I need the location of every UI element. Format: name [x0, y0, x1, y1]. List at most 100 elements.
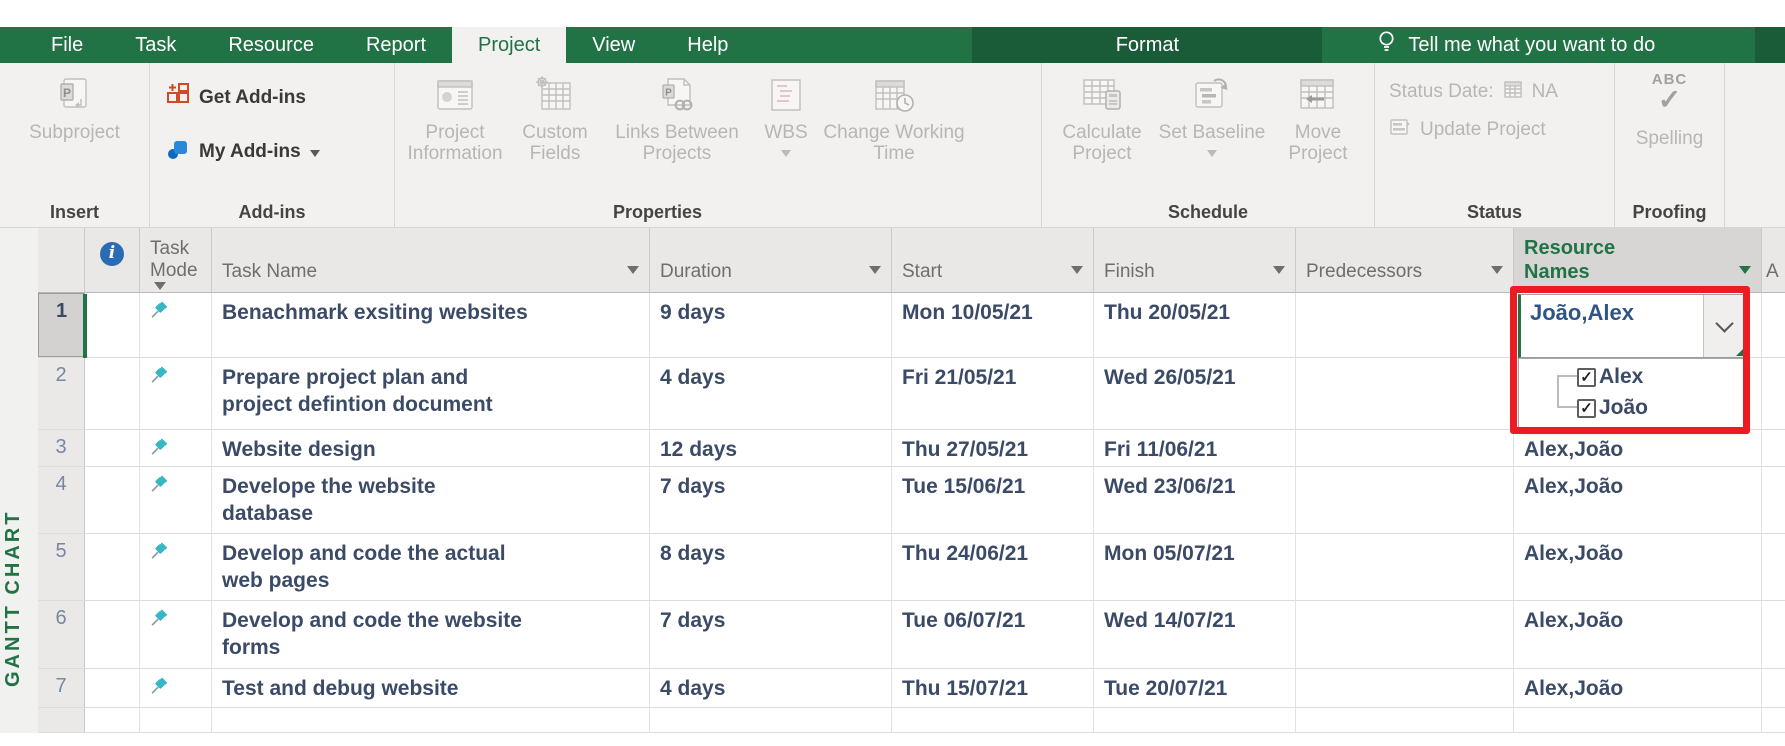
- task-mode-cell[interactable]: [140, 293, 212, 357]
- predecessors-cell[interactable]: [1296, 430, 1514, 466]
- info-cell[interactable]: [85, 293, 140, 357]
- finish-cell[interactable]: Wed 23/06/21: [1094, 467, 1296, 533]
- finish-cell[interactable]: Tue 20/07/21: [1094, 669, 1296, 707]
- predecessors-cell[interactable]: [1296, 293, 1514, 357]
- tab-file[interactable]: File: [51, 33, 84, 56]
- predecessors-cell[interactable]: [1296, 601, 1514, 668]
- task-mode-cell[interactable]: [140, 467, 212, 533]
- task-name-cell[interactable]: Test and debug website: [212, 669, 650, 707]
- task-name-cell[interactable]: Develope the website database: [212, 467, 650, 533]
- duration-cell[interactable]: 7 days: [650, 601, 892, 668]
- info-cell[interactable]: [85, 430, 140, 466]
- start-cell[interactable]: Tue 15/06/21: [892, 467, 1094, 533]
- duration-cell[interactable]: 7 days: [650, 467, 892, 533]
- resource-cell[interactable]: [1514, 358, 1762, 429]
- tab-resource[interactable]: Resource: [228, 33, 314, 56]
- resource-cell[interactable]: Alex,João: [1514, 430, 1762, 466]
- resource-names-column-header[interactable]: Resource Names: [1514, 228, 1762, 293]
- task-name-cell[interactable]: Benachmark exsiting websites: [212, 293, 650, 357]
- resource-cell[interactable]: Alex,João: [1514, 467, 1762, 533]
- info-cell[interactable]: [85, 601, 140, 668]
- finish-cell[interactable]: Wed 26/05/21: [1094, 358, 1296, 429]
- column-filter-arrow[interactable]: [1071, 266, 1083, 280]
- task-mode-cell[interactable]: [140, 669, 212, 707]
- task-mode-cell[interactable]: [140, 534, 212, 600]
- finish-column-header[interactable]: Finish: [1094, 228, 1296, 293]
- row-number[interactable]: 6: [38, 601, 85, 668]
- start-column-header[interactable]: Start: [892, 228, 1094, 293]
- checkbox-icon[interactable]: ✓: [1577, 398, 1596, 418]
- start-cell[interactable]: Mon 10/05/21: [892, 293, 1094, 357]
- get-addins-button[interactable]: Get Add-ins: [166, 83, 394, 113]
- column-filter-arrow[interactable]: [1491, 266, 1503, 280]
- column-filter-arrow[interactable]: [627, 266, 639, 280]
- add-new-column-header[interactable]: A: [1762, 228, 1785, 293]
- row-number[interactable]: 7: [38, 669, 85, 707]
- tab-help[interactable]: Help: [687, 33, 729, 56]
- edge-cell[interactable]: [1762, 430, 1785, 466]
- start-cell[interactable]: Fri 21/05/21: [892, 358, 1094, 429]
- task-name-cell[interactable]: Develop and code the actual web pages: [212, 534, 650, 600]
- task-mode-cell[interactable]: [140, 358, 212, 429]
- finish-cell[interactable]: Thu 20/05/21: [1094, 293, 1296, 357]
- predecessors-cell[interactable]: [1296, 669, 1514, 707]
- edge-cell[interactable]: [1762, 293, 1785, 357]
- column-filter-arrow[interactable]: [1739, 266, 1751, 280]
- info-cell[interactable]: [85, 669, 140, 707]
- row-number[interactable]: 3: [38, 430, 85, 466]
- start-cell[interactable]: Thu 24/06/21: [892, 534, 1094, 600]
- resource-option[interactable]: ✓ Alex: [1577, 364, 1643, 390]
- edge-cell[interactable]: [1762, 358, 1785, 429]
- edge-cell[interactable]: [1762, 534, 1785, 600]
- finish-cell[interactable]: Wed 14/07/21: [1094, 601, 1296, 668]
- resource-edit-cell[interactable]: João,Alex: [1518, 294, 1746, 358]
- predecessors-cell[interactable]: [1296, 467, 1514, 533]
- resource-cell[interactable]: Alex,João: [1514, 534, 1762, 600]
- tab-project[interactable]: Project: [452, 27, 567, 63]
- edge-cell[interactable]: [1762, 669, 1785, 707]
- column-filter-arrow[interactable]: [869, 266, 881, 280]
- task-name-cell[interactable]: Develop and code the website forms: [212, 601, 650, 668]
- row-number[interactable]: 2: [38, 358, 85, 429]
- tab-report[interactable]: Report: [365, 33, 426, 56]
- resource-cell[interactable]: Alex,João: [1514, 669, 1762, 707]
- row-number[interactable]: 1: [38, 293, 85, 357]
- tab-view[interactable]: View: [592, 33, 636, 56]
- tab-format[interactable]: Format: [972, 27, 1323, 63]
- info-column-header[interactable]: i: [85, 228, 140, 293]
- row-number[interactable]: 4: [38, 467, 85, 533]
- task-name-cell[interactable]: Prepare project plan and project definti…: [212, 358, 650, 429]
- resource-dropdown-button[interactable]: [1703, 295, 1745, 357]
- finish-cell[interactable]: Fri 11/06/21: [1094, 430, 1296, 466]
- resource-option[interactable]: ✓ João: [1577, 395, 1648, 421]
- tell-me-box[interactable]: Tell me what you want to do: [1377, 27, 1655, 63]
- predecessors-cell[interactable]: [1296, 358, 1514, 429]
- start-cell[interactable]: Tue 06/07/21: [892, 601, 1094, 668]
- my-addins-button[interactable]: My Add-ins: [166, 137, 394, 167]
- edge-cell[interactable]: [1762, 467, 1785, 533]
- checkbox-icon[interactable]: ✓: [1577, 367, 1596, 387]
- duration-cell[interactable]: 4 days: [650, 358, 892, 429]
- resource-cell[interactable]: Alex,João: [1514, 601, 1762, 668]
- task-mode-cell[interactable]: [140, 430, 212, 466]
- info-cell[interactable]: [85, 467, 140, 533]
- finish-cell[interactable]: Mon 05/07/21: [1094, 534, 1296, 600]
- tab-task[interactable]: Task: [135, 33, 177, 56]
- predecessors-cell[interactable]: [1296, 534, 1514, 600]
- duration-cell[interactable]: 4 days: [650, 669, 892, 707]
- resource-cell[interactable]: [1514, 293, 1762, 357]
- start-cell[interactable]: Thu 15/07/21: [892, 669, 1094, 707]
- task-name-cell[interactable]: Website design: [212, 430, 650, 466]
- info-cell[interactable]: [85, 534, 140, 600]
- duration-cell[interactable]: 8 days: [650, 534, 892, 600]
- task-mode-column-header[interactable]: Task Mode: [140, 228, 212, 293]
- duration-cell[interactable]: 12 days: [650, 430, 892, 466]
- column-filter-arrow[interactable]: [154, 281, 166, 296]
- task-name-column-header[interactable]: Task Name: [212, 228, 650, 293]
- row-number[interactable]: 5: [38, 534, 85, 600]
- duration-cell[interactable]: 9 days: [650, 293, 892, 357]
- select-all-corner[interactable]: [38, 228, 85, 293]
- duration-column-header[interactable]: Duration: [650, 228, 892, 293]
- edge-cell[interactable]: [1762, 601, 1785, 668]
- info-cell[interactable]: [85, 358, 140, 429]
